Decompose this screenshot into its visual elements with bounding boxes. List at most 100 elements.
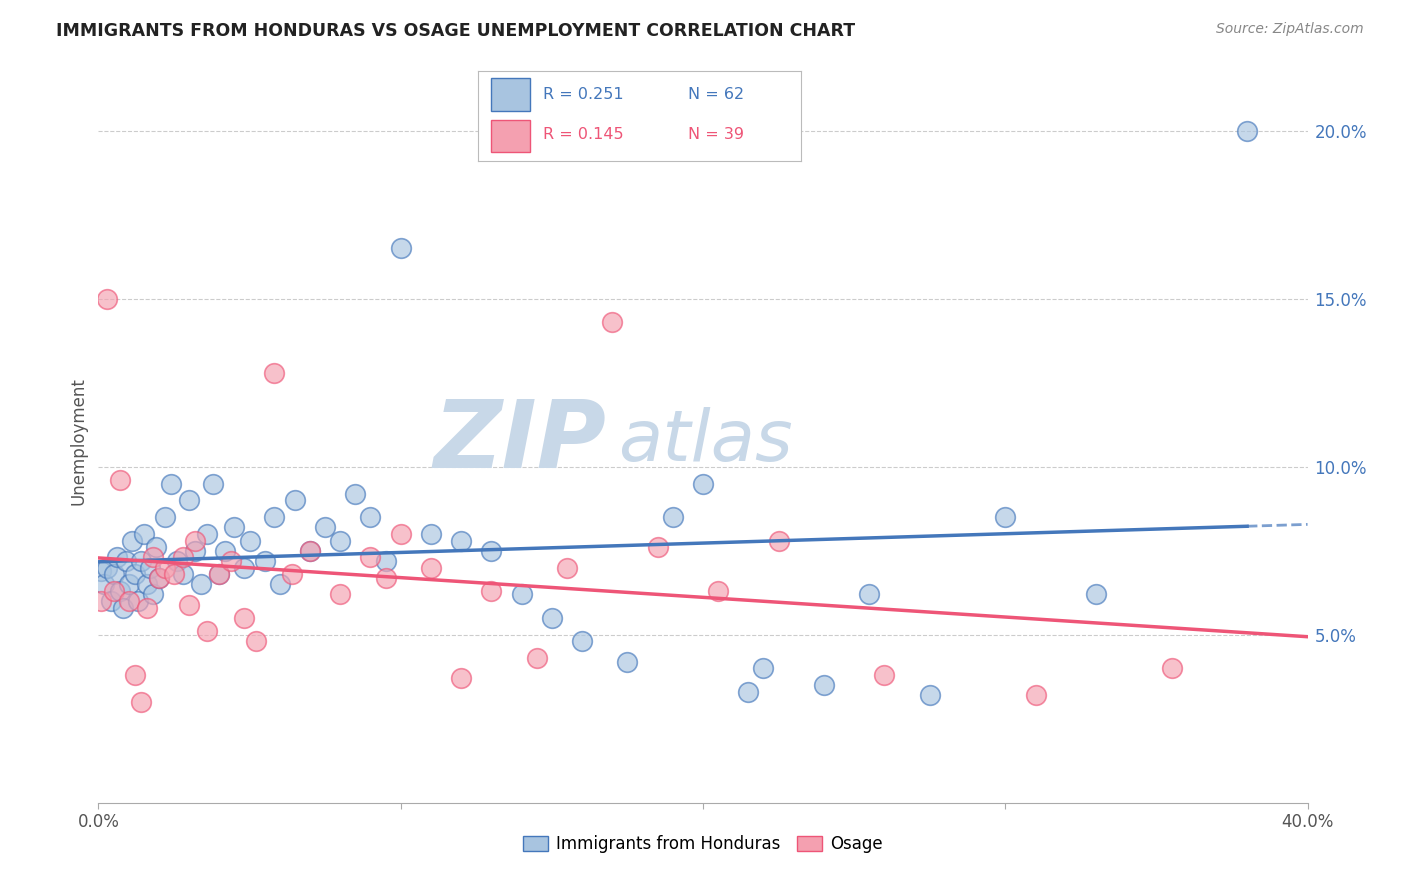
Point: [108, 584, 131, 599]
Point: [420, 527, 443, 541]
Point: [118, 594, 141, 608]
Point: [108, 473, 131, 487]
Point: [90, 594, 112, 608]
Point: [360, 550, 382, 565]
Text: R = 0.251: R = 0.251: [543, 87, 623, 102]
Point: [124, 668, 146, 682]
Point: [172, 550, 194, 565]
Point: [245, 634, 267, 648]
Point: [374, 554, 396, 568]
Point: [329, 533, 352, 548]
Point: [224, 520, 246, 534]
Point: [148, 571, 170, 585]
Point: [389, 241, 412, 255]
Point: [420, 560, 443, 574]
Point: [135, 600, 157, 615]
Point: [190, 577, 212, 591]
Point: [263, 510, 285, 524]
Text: ZIP: ZIP: [433, 395, 606, 488]
Point: [661, 510, 683, 524]
Point: [166, 554, 188, 568]
Text: atlas: atlas: [619, 407, 793, 476]
Point: [103, 567, 125, 582]
Point: [135, 577, 157, 591]
Text: IMMIGRANTS FROM HONDURAS VS OSAGE UNEMPLOYMENT CORRELATION CHART: IMMIGRANTS FROM HONDURAS VS OSAGE UNEMPL…: [56, 22, 855, 40]
Point: [616, 655, 638, 669]
Point: [90, 564, 112, 578]
Point: [647, 541, 669, 555]
Point: [145, 541, 167, 555]
Text: N = 62: N = 62: [689, 87, 744, 102]
Point: [360, 510, 382, 524]
Point: [124, 567, 146, 582]
Point: [918, 688, 941, 702]
Point: [1085, 587, 1108, 601]
Point: [232, 560, 254, 574]
Point: [179, 598, 201, 612]
Point: [1236, 124, 1258, 138]
Text: N = 39: N = 39: [689, 127, 744, 142]
Point: [160, 476, 183, 491]
Point: [873, 668, 896, 682]
Point: [232, 611, 254, 625]
Point: [208, 567, 231, 582]
Bar: [491, 78, 530, 111]
Point: [450, 533, 472, 548]
Point: [540, 611, 562, 625]
Point: [314, 520, 336, 534]
Point: [707, 584, 730, 599]
Point: [299, 543, 322, 558]
Point: [195, 624, 218, 639]
Point: [813, 678, 835, 692]
Point: [253, 554, 276, 568]
Point: [239, 533, 262, 548]
Point: [129, 695, 152, 709]
Point: [148, 571, 170, 585]
Point: [103, 584, 125, 599]
Point: [481, 584, 503, 599]
Point: [139, 560, 162, 574]
Point: [269, 577, 291, 591]
Point: [132, 527, 155, 541]
Point: [118, 577, 141, 591]
Point: [195, 527, 218, 541]
Point: [100, 594, 122, 608]
Point: [1024, 688, 1046, 702]
Point: [737, 685, 759, 699]
Point: [329, 587, 352, 601]
Point: [96, 560, 118, 574]
Legend: Immigrants from Honduras, Osage: Immigrants from Honduras, Osage: [516, 828, 890, 860]
Point: [93, 577, 115, 591]
Point: [450, 672, 472, 686]
Point: [389, 527, 412, 541]
Point: [221, 554, 243, 568]
Point: [127, 594, 149, 608]
Point: [172, 567, 194, 582]
Point: [602, 315, 624, 329]
Point: [184, 533, 207, 548]
Text: R = 0.145: R = 0.145: [543, 127, 623, 142]
Point: [281, 567, 304, 582]
Point: [208, 567, 231, 582]
Point: [96, 292, 118, 306]
Point: [510, 587, 533, 601]
Point: [481, 543, 503, 558]
Point: [153, 560, 176, 574]
Point: [142, 550, 165, 565]
Point: [129, 554, 152, 568]
Point: [284, 493, 307, 508]
Point: [526, 651, 548, 665]
Point: [263, 366, 285, 380]
Point: [692, 476, 714, 491]
Y-axis label: Unemployment: Unemployment: [69, 377, 87, 506]
Point: [299, 543, 322, 558]
Point: [571, 634, 593, 648]
Text: Source: ZipAtlas.com: Source: ZipAtlas.com: [1216, 22, 1364, 37]
Point: [374, 571, 396, 585]
Point: [858, 587, 880, 601]
Point: [214, 543, 236, 558]
Bar: [491, 120, 530, 152]
Point: [184, 543, 207, 558]
Point: [163, 567, 186, 582]
Point: [768, 533, 790, 548]
